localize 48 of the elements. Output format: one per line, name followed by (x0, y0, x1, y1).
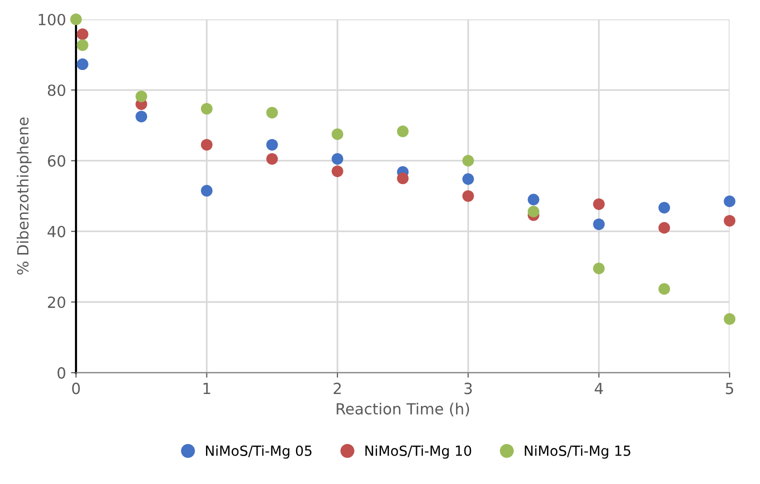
point (76, 39, 88, 51)
point (528, 206, 540, 218)
point (136, 90, 148, 102)
legend-label: NiMoS/Ti-Mg 15 (524, 445, 630, 459)
y-tick-label: 40 (48, 226, 66, 238)
point (658, 222, 670, 234)
point (200, 138, 213, 151)
point (76, 28, 88, 40)
x-axis-title: Reaction Time (h) (336, 402, 470, 416)
point (200, 102, 213, 115)
x-tick-label: 3 (464, 382, 472, 394)
point (593, 198, 605, 210)
legend-label: NiMoS/Ti-Mg 10 (365, 445, 472, 459)
point (332, 153, 344, 165)
point (724, 313, 736, 325)
point (136, 110, 148, 122)
point (462, 154, 474, 166)
point (266, 106, 278, 118)
point (332, 128, 344, 140)
point (593, 218, 605, 230)
legend-label: NiMoS/Ti-Mg 05 (206, 445, 312, 459)
point (266, 138, 278, 151)
point (332, 165, 344, 178)
x-tick-label: 4 (594, 382, 603, 394)
point (658, 283, 670, 295)
y-tick-label: 0 (58, 367, 66, 379)
x-tick-label: 5 (726, 382, 734, 394)
y-tick-label: 100 (38, 14, 66, 26)
point (593, 262, 605, 274)
point (462, 190, 474, 202)
point (396, 172, 409, 184)
y-tick-label: 80 (48, 84, 66, 96)
point (200, 184, 213, 197)
x-tick-label: 2 (334, 382, 341, 394)
point (76, 58, 88, 70)
point (462, 173, 474, 185)
x-tick-label: 0 (72, 382, 80, 394)
x-tick-label: 1 (204, 382, 210, 394)
point (724, 196, 736, 208)
y-axis-title: % Dibenzothiophene (16, 118, 32, 275)
y-tick-label: 20 (48, 296, 66, 308)
y-tick-label: 60 (48, 155, 66, 167)
point (70, 14, 82, 26)
point (658, 202, 670, 214)
point (396, 126, 409, 138)
point (724, 214, 736, 227)
point (528, 194, 540, 206)
point (266, 153, 278, 165)
